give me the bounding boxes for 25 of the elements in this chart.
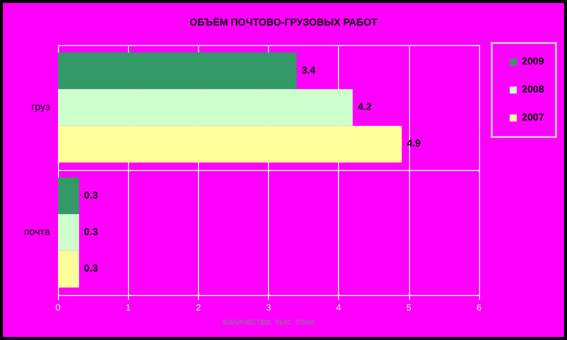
chart-title: ОБЪЁМ ПОЧТОВО-ГРУЗОВЫХ РАБОТ — [190, 16, 378, 28]
bar — [58, 126, 402, 162]
x-tick-label: 3 — [266, 302, 272, 312]
data-label: 3.4 — [302, 65, 316, 76]
x-tick-label: 6 — [476, 302, 482, 312]
bar — [58, 89, 353, 126]
y-tick-label: груз — [31, 102, 50, 113]
x-tick-label: 1 — [126, 302, 131, 312]
data-label: 0.3 — [84, 264, 98, 275]
x-tick-label: 0 — [55, 302, 61, 312]
x-tick-label: 4 — [336, 302, 342, 312]
legend-label: 2009 — [522, 56, 544, 68]
data-label: 0.3 — [84, 227, 98, 238]
data-label: 4.2 — [358, 102, 372, 113]
bar — [58, 250, 80, 288]
legend-label: 2008 — [522, 84, 544, 96]
x-axis-title: количество, тыс. тонн — [222, 316, 314, 326]
x-tick-label: 5 — [406, 302, 412, 312]
y-tick-label: почта — [24, 227, 50, 238]
bar — [58, 178, 80, 214]
bar — [58, 52, 297, 90]
bar — [58, 214, 80, 251]
data-label: 0.3 — [84, 190, 98, 202]
legend-label: 2007 — [522, 112, 544, 124]
x-tick-label: 2 — [196, 302, 201, 312]
